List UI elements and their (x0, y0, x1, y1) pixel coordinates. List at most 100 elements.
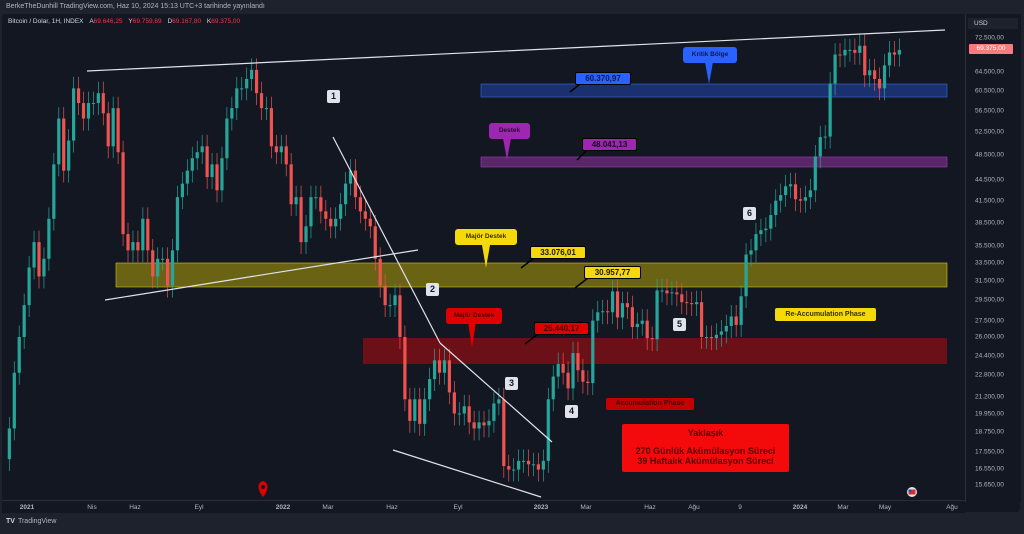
flag-icon[interactable] (907, 487, 917, 497)
re-accumulation-phase-label[interactable]: Re-Accumulation Phase (775, 308, 876, 321)
candle-body (383, 285, 387, 306)
candle-body (106, 113, 110, 147)
candle (408, 387, 412, 433)
upper-trendline[interactable] (86, 29, 946, 72)
candle (531, 452, 536, 477)
candle (210, 152, 214, 189)
candle (165, 247, 170, 298)
price-axis[interactable] (965, 14, 1021, 502)
candle (289, 152, 293, 217)
candle (348, 159, 353, 196)
candle-body (37, 242, 41, 277)
y-tick-label: 24.400,00 (975, 352, 1004, 359)
yellow-lower-level-label[interactable]: 30.957,77 (584, 266, 641, 279)
wave-label-2[interactable]: 2 (426, 283, 439, 296)
candle (423, 387, 427, 436)
destek-callout[interactable]: Destek (489, 123, 530, 139)
candle (284, 134, 288, 177)
candle (235, 76, 239, 121)
y-tick-label: 33.500,00 (975, 259, 1004, 267)
candle-body (334, 218, 338, 227)
kritik-level-label[interactable]: 60.370,97 (575, 72, 631, 85)
candle (843, 38, 847, 68)
candle (126, 222, 130, 263)
candle-body (289, 164, 293, 205)
candle-body (670, 292, 674, 294)
candle-body (329, 218, 333, 227)
candle (259, 81, 264, 121)
candle (447, 348, 452, 405)
symbol-name: Bitcoin / Dolar, 1H, INDEX (8, 18, 84, 25)
currency-label[interactable]: USD (968, 18, 1018, 29)
candle-body (220, 158, 224, 191)
candle (704, 325, 709, 349)
candle (269, 96, 274, 159)
downtrend-line-2[interactable] (439, 342, 553, 443)
candle (526, 449, 531, 477)
candle (828, 72, 832, 149)
candle-body (57, 118, 61, 165)
candle (744, 243, 748, 309)
candle-body (719, 331, 723, 335)
candle-body (215, 164, 219, 191)
candle-body (467, 406, 471, 423)
wave-label-1[interactable]: 1 (327, 90, 340, 103)
candle (432, 348, 437, 392)
candle (719, 320, 723, 347)
wave-label-6[interactable]: 6 (743, 207, 756, 220)
candle (220, 146, 224, 203)
candle-body (294, 197, 298, 205)
candle (813, 144, 817, 203)
candle-body (526, 460, 531, 465)
candle (457, 402, 461, 426)
lower-trendline[interactable] (392, 449, 542, 498)
candle (156, 247, 160, 289)
accumulation-note[interactable]: Yaklaşık 270 Günlük Akümülasyon Süreci 3… (622, 424, 789, 472)
candle (863, 34, 867, 88)
candle (477, 410, 481, 441)
candle-body (561, 364, 565, 373)
major-destek-yellow-callout[interactable]: Majör Destek (455, 229, 517, 245)
candle-body (606, 311, 610, 313)
destek-level-label[interactable]: 48.041,13 (582, 138, 637, 151)
candle (299, 185, 303, 255)
wave-label-5[interactable]: 5 (673, 318, 686, 331)
yellow-upper-level-label[interactable]: 33.076,01 (530, 246, 586, 259)
wave-label-3[interactable]: 3 (505, 377, 518, 390)
candle-body (151, 250, 155, 277)
candle (279, 134, 283, 165)
red-level-label[interactable]: 25.440,17 (534, 322, 589, 335)
last-price-label: 69.375,00 (969, 44, 1013, 54)
accumulation-phase-label[interactable]: Accumulation Phase (606, 398, 694, 410)
downtrend-line[interactable] (332, 136, 441, 344)
candle (185, 159, 189, 196)
location-marker-icon[interactable] (258, 481, 268, 497)
major-destek-red-callout[interactable]: Majör Destek (446, 308, 502, 324)
candle (536, 452, 541, 482)
candle (645, 309, 649, 351)
candle (146, 207, 150, 263)
candle-body (877, 78, 882, 89)
candle (759, 218, 763, 247)
major-destek-yellow-pointer (482, 245, 490, 268)
candle-body (225, 118, 229, 159)
kritik-bolge-callout[interactable]: Kritik Bölge (683, 47, 737, 63)
tradingview-brand[interactable]: TV TradingView (6, 518, 57, 525)
time-axis[interactable] (2, 500, 965, 513)
candle (200, 134, 204, 165)
candle (838, 43, 842, 68)
candle-body (650, 338, 654, 340)
candle-body (858, 45, 862, 53)
candle-body (586, 381, 590, 384)
candle-body (566, 372, 570, 389)
support-trendline[interactable] (104, 249, 419, 301)
candle-body (141, 218, 145, 251)
candle-body (512, 469, 516, 471)
candle (541, 449, 545, 482)
candle-body (788, 184, 793, 187)
y-tick-label: 38.500,00 (975, 219, 1004, 227)
candle-body (136, 242, 140, 251)
candle (610, 279, 615, 325)
wave-label-4[interactable]: 4 (565, 405, 578, 418)
